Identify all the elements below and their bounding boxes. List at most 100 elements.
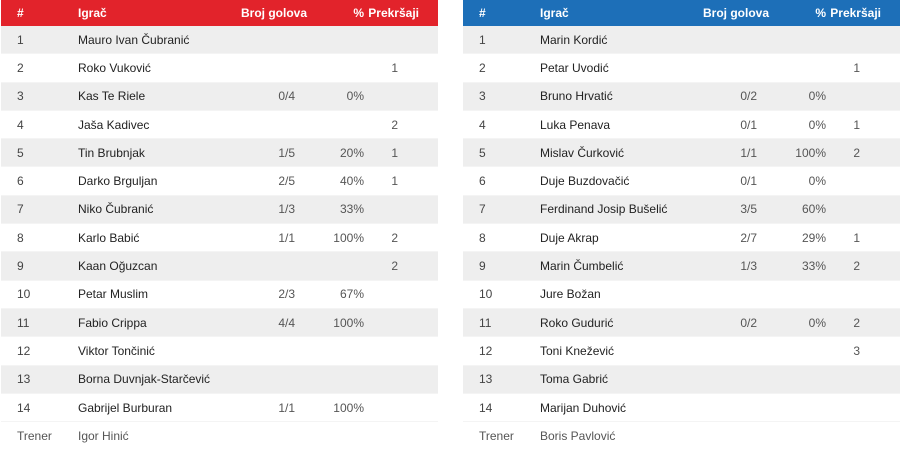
table-header: # Igrač Broj golova % Prekršaji xyxy=(1,0,438,26)
player-name: Mauro Ivan Čubranić xyxy=(78,32,190,47)
header-percent: % xyxy=(353,6,364,20)
player-name: Petar Uvodić xyxy=(540,60,609,75)
player-rows: 1 Mauro Ivan Čubranić 2 Roko Vuković 1 3 Kas T… xyxy=(1,26,438,423)
table-row: 3 Bruno Hrvatić 0/2 0% xyxy=(463,82,900,111)
player-number: 14 xyxy=(17,400,31,415)
table-row: 4 Jaša Kadivec 2 xyxy=(1,110,438,140)
player-percent: 100% xyxy=(333,230,364,245)
player-percent: 0% xyxy=(808,89,826,104)
table-row: 1 Mauro Ivan Čubranić xyxy=(1,26,438,55)
header-player: Igrač xyxy=(78,6,107,20)
player-name: Kas Te Riele xyxy=(78,89,146,104)
header-goals: Broj golova xyxy=(240,6,307,20)
table-row: 5 Tin Brubnjak 1/5 20% 1 xyxy=(1,139,438,168)
player-fouls: 3 xyxy=(853,343,860,358)
table-row: 14 Marijan Duhović xyxy=(463,393,900,423)
coach-label: Trener xyxy=(479,429,514,444)
player-goals: 0/2 xyxy=(740,89,757,104)
table-row: 8 Duje Akrap 2/7 29% 1 xyxy=(463,224,900,253)
player-name: Tin Brubnjak xyxy=(78,145,145,160)
player-number: 2 xyxy=(479,60,486,75)
table-row: 11 Fabio Crippa 4/4 100% xyxy=(1,308,438,338)
table-row: 2 Petar Uvodić 1 xyxy=(463,54,900,83)
player-name: Toni Knežević xyxy=(540,343,615,358)
player-fouls: 1 xyxy=(853,117,860,132)
player-number: 13 xyxy=(479,372,493,387)
player-number: 5 xyxy=(17,145,24,160)
coach-label: Trener xyxy=(17,429,52,444)
player-number: 11 xyxy=(17,315,30,330)
player-goals: 1/1 xyxy=(278,230,295,245)
player-goals: 0/2 xyxy=(740,315,757,330)
player-name: Ferdinand Josip Bušelić xyxy=(540,202,668,217)
player-number: 7 xyxy=(479,202,486,217)
table-row: 13 Borna Duvnjak-Starčević xyxy=(1,365,438,394)
coach-name: Boris Pavlović xyxy=(540,429,616,444)
table-row: 10 Petar Muslim 2/3 67% xyxy=(1,280,438,309)
player-goals: 4/4 xyxy=(278,315,295,330)
player-name: Jure Božan xyxy=(540,287,601,302)
player-number: 5 xyxy=(479,145,486,160)
player-number: 2 xyxy=(17,60,24,75)
table-row: 1 Marin Kordić xyxy=(463,26,900,55)
player-goals: 3/5 xyxy=(740,202,757,217)
player-fouls: 2 xyxy=(391,259,398,274)
table-row: 10 Jure Božan xyxy=(463,280,900,309)
player-fouls: 2 xyxy=(853,145,860,160)
player-percent: 33% xyxy=(339,202,364,217)
player-goals: 2/3 xyxy=(278,287,295,302)
header-goals: Broj golova xyxy=(702,6,769,20)
table-row: 7 Niko Čubranić 1/3 33% xyxy=(1,195,438,225)
table-row: 4 Luka Penava 0/1 0% 1 xyxy=(463,110,900,140)
player-goals: 1/1 xyxy=(740,145,757,160)
player-goals: 1/5 xyxy=(278,145,295,160)
player-percent: 33% xyxy=(801,259,826,274)
player-name: Mislav Čurković xyxy=(540,145,625,160)
table-row: 12 Viktor Tončinić xyxy=(1,337,438,366)
header-player: Igrač xyxy=(540,6,569,20)
player-number: 3 xyxy=(479,89,486,104)
table-row: 5 Mislav Čurković 1/1 100% 2 xyxy=(463,139,900,168)
player-number: 11 xyxy=(479,315,492,330)
player-name: Borna Duvnjak-Starčević xyxy=(78,372,211,387)
player-percent: 0% xyxy=(808,315,826,330)
player-fouls: 1 xyxy=(391,174,398,189)
player-percent: 29% xyxy=(801,230,826,245)
player-name: Marin Čumbelić xyxy=(540,259,624,274)
table-row: 9 Kaan Oğuzcan 2 xyxy=(1,252,438,281)
coach-row: Trener Boris Pavlović xyxy=(463,422,900,451)
player-name: Fabio Crippa xyxy=(78,315,147,330)
player-name: Marijan Duhović xyxy=(540,400,627,415)
player-name: Niko Čubranić xyxy=(78,202,154,217)
player-percent: 20% xyxy=(339,145,364,160)
player-goals: 1/1 xyxy=(278,400,295,415)
player-fouls: 1 xyxy=(391,145,398,160)
player-percent: 40% xyxy=(339,174,364,189)
player-percent: 60% xyxy=(801,202,826,217)
player-fouls: 2 xyxy=(391,230,398,245)
player-percent: 67% xyxy=(339,287,364,302)
player-number: 1 xyxy=(17,32,24,47)
player-number: 10 xyxy=(17,287,31,302)
home-team-table: # Igrač Broj golova % Prekršaji 1 Mauro I… xyxy=(1,0,438,451)
player-fouls: 2 xyxy=(853,259,860,274)
table-header: # Igrač Broj golova % Prekršaji xyxy=(463,0,900,26)
player-number: 3 xyxy=(17,89,24,104)
player-fouls: 1 xyxy=(853,60,860,75)
player-percent: 0% xyxy=(808,117,826,132)
player-fouls: 1 xyxy=(853,230,860,245)
player-name: Roko Vuković xyxy=(78,60,151,75)
player-fouls: 2 xyxy=(853,315,860,330)
player-fouls: 1 xyxy=(391,60,398,75)
player-name: Karlo Babić xyxy=(78,230,140,245)
header-number: # xyxy=(17,6,24,20)
player-name: Kaan Oğuzcan xyxy=(78,259,158,274)
table-row: 3 Kas Te Riele 0/4 0% xyxy=(1,82,438,111)
player-percent: 100% xyxy=(333,400,364,415)
player-percent: 0% xyxy=(346,89,364,104)
table-row: 8 Karlo Babić 1/1 100% 2 xyxy=(1,224,438,253)
table-row: 7 Ferdinand Josip Bušelić 3/5 60% xyxy=(463,195,900,225)
table-row: 9 Marin Čumbelić 1/3 33% 2 xyxy=(463,252,900,281)
player-number: 8 xyxy=(479,230,486,245)
